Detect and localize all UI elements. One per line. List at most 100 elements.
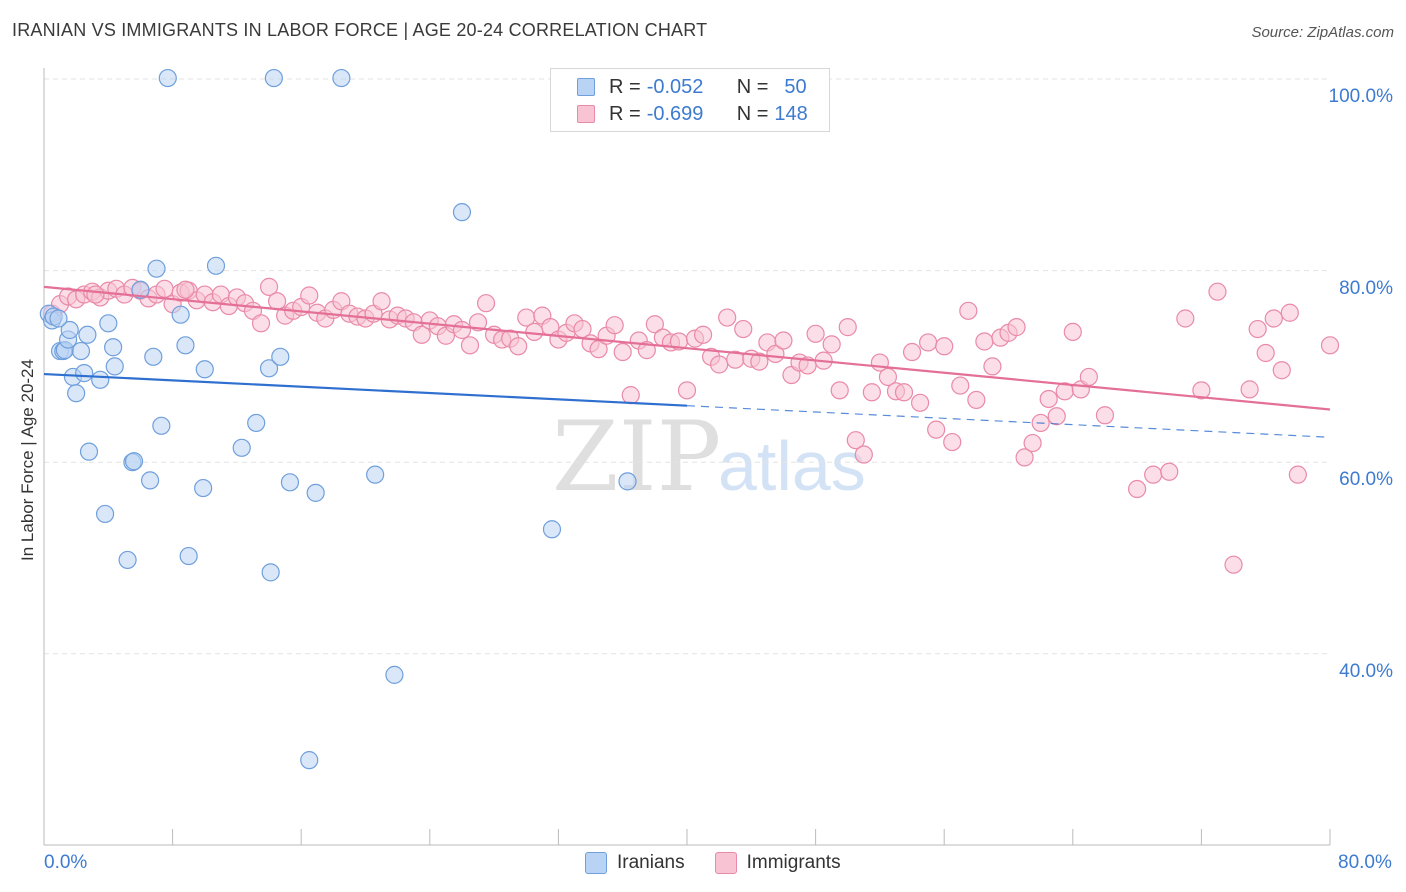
immigrants-point (176, 280, 195, 299)
immigrants-point (468, 313, 488, 332)
immigrants-point (1095, 406, 1115, 425)
immigrants-point (1248, 319, 1267, 339)
iranians-point (332, 68, 351, 88)
immigrants-point (1280, 303, 1299, 322)
iranians-point (306, 483, 325, 502)
y-tick-label: 40.0% (1339, 660, 1393, 682)
series-legend: Iranians Immigrants (585, 852, 871, 874)
immigrants-point (846, 431, 865, 450)
legend-n-value: 50 (784, 75, 807, 98)
y-tick-label: 100.0% (1328, 86, 1393, 107)
immigrants-point (1079, 367, 1098, 387)
immigrants-point (1272, 361, 1291, 380)
immigrants-point (750, 352, 769, 371)
immigrants-point (1160, 462, 1179, 481)
immigrants-point (1023, 433, 1042, 453)
iranians-point (542, 520, 562, 539)
immigrants-point (677, 381, 697, 400)
iranians-point (95, 504, 115, 524)
iranians-point (247, 413, 266, 433)
immigrants-point (975, 332, 994, 351)
iranians-point (232, 438, 251, 457)
legend-r-label: R = (609, 75, 641, 98)
legend-row-iranians: R = -0.052 N = 50 (577, 75, 807, 99)
iranians-point (264, 68, 283, 88)
immigrants-point (605, 316, 624, 335)
immigrants-point (1127, 479, 1147, 499)
immigrants-point (718, 308, 737, 327)
immigrants-point (412, 325, 431, 344)
iranians-point (124, 452, 144, 471)
iranians-point (49, 309, 68, 328)
iranians-point (147, 259, 166, 278)
y-tick-label: 80.0% (1339, 277, 1393, 299)
iranians-point (171, 305, 190, 324)
immigrants-point (693, 325, 713, 344)
iranians-point (91, 370, 110, 389)
immigrants-point (910, 393, 930, 412)
iranians-trend-line (43, 372, 688, 407)
legend-n-value: 148 (774, 102, 808, 125)
immigrants-swatch (577, 105, 595, 123)
iranians-point (176, 336, 195, 355)
watermark-atlas: atlas (718, 427, 866, 505)
iranians-point (158, 68, 177, 88)
iranians-point (385, 665, 404, 684)
immigrants-point (259, 277, 279, 296)
immigrants-point (300, 286, 319, 305)
immigrants-point (1063, 322, 1082, 342)
legend-n-label: N = (736, 102, 769, 125)
immigrants-point (1192, 381, 1211, 400)
immigrants-point (935, 337, 954, 356)
iranians-point (271, 347, 290, 366)
iranians-point (78, 325, 97, 344)
iranians-points (39, 68, 637, 770)
immigrants-point (1288, 465, 1307, 484)
immigrants-point (766, 344, 785, 364)
immigrants-point (967, 390, 986, 410)
iranians-point (261, 563, 280, 582)
immigrants-point (951, 376, 970, 395)
iranians-point (152, 416, 171, 435)
immigrants-point (509, 337, 528, 356)
iranians-point (104, 338, 123, 357)
immigrants-point (822, 335, 841, 354)
iranians-point (71, 341, 91, 361)
immigrants-point (525, 322, 544, 342)
iranians-point (452, 203, 472, 222)
iranians-legend-swatch (585, 852, 607, 874)
legend-n-label: N = (736, 75, 769, 98)
immigrants-point (1224, 555, 1243, 574)
immigrants-point (645, 315, 664, 334)
iranians-trend-extension (686, 405, 1331, 438)
immigrants-point (838, 318, 857, 337)
iranians-legend-label: Iranians (617, 852, 685, 873)
chart-title: IRANIAN VS IMMIGRANTS IN LABOR FORCE | A… (12, 20, 708, 40)
immigrants-point (894, 383, 914, 402)
immigrants-point (452, 320, 472, 340)
x-tick-max: 80.0% (1338, 852, 1392, 873)
iranians-point (280, 473, 300, 492)
immigrants-point (927, 420, 946, 439)
immigrants-point (1007, 318, 1026, 337)
iranians-point (118, 550, 137, 570)
immigrants-point (1047, 407, 1066, 426)
iranians-point (206, 256, 226, 275)
immigrants-point (854, 445, 873, 464)
iranians-point (194, 478, 213, 498)
iranians-point (140, 471, 160, 490)
immigrants-point (1039, 389, 1058, 409)
immigrants-point (372, 292, 391, 311)
iranians-point (179, 546, 198, 566)
iranians-point (144, 347, 163, 366)
immigrants-point (1240, 380, 1259, 399)
iranians-point (300, 751, 319, 770)
immigrants-point (613, 342, 632, 362)
immigrants-point (830, 381, 849, 400)
immigrants-point (943, 432, 962, 452)
immigrants-point (806, 324, 825, 343)
immigrants-legend-label: Immigrants (746, 852, 841, 873)
immigrants-point (1015, 448, 1034, 467)
legend-r-value: -0.699 (646, 102, 704, 125)
